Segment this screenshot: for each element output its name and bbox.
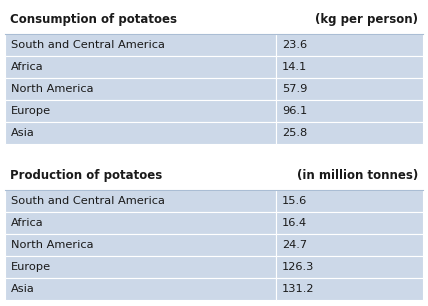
Text: 24.7: 24.7	[282, 240, 307, 250]
Text: 16.4: 16.4	[282, 218, 307, 228]
Text: 23.6: 23.6	[282, 40, 307, 50]
Bar	[5, 6, 423, 34]
Bar	[276, 212, 423, 234]
Text: 131.2: 131.2	[282, 284, 315, 294]
Bar	[5, 78, 276, 100]
Bar	[276, 56, 423, 78]
Text: Africa: Africa	[11, 62, 44, 72]
Text: Asia: Asia	[11, 128, 35, 138]
Text: Consumption of potatoes: Consumption of potatoes	[10, 13, 177, 27]
Bar	[5, 256, 276, 278]
Bar	[5, 190, 276, 212]
Bar	[276, 34, 423, 56]
Bar	[276, 78, 423, 100]
Text: Africa: Africa	[11, 218, 44, 228]
Text: (kg per person): (kg per person)	[315, 13, 418, 27]
Text: 14.1: 14.1	[282, 62, 307, 72]
Text: 126.3: 126.3	[282, 262, 315, 272]
Bar	[276, 100, 423, 122]
Bar	[5, 56, 276, 78]
Text: Asia: Asia	[11, 284, 35, 294]
Text: (in million tonnes): (in million tonnes)	[297, 170, 418, 182]
Text: North America: North America	[11, 240, 93, 250]
Text: South and Central America: South and Central America	[11, 196, 165, 206]
Bar	[5, 278, 276, 300]
Bar	[5, 122, 276, 144]
Bar	[5, 212, 276, 234]
Bar	[276, 122, 423, 144]
Bar	[276, 278, 423, 300]
Text: 57.9: 57.9	[282, 84, 307, 94]
Text: Europe: Europe	[11, 262, 51, 272]
Bar	[276, 234, 423, 256]
Text: South and Central America: South and Central America	[11, 40, 165, 50]
Text: North America: North America	[11, 84, 93, 94]
Text: Production of potatoes: Production of potatoes	[10, 170, 162, 182]
Text: 25.8: 25.8	[282, 128, 307, 138]
Text: Europe: Europe	[11, 106, 51, 116]
Bar	[276, 256, 423, 278]
Text: 96.1: 96.1	[282, 106, 307, 116]
Bar	[5, 234, 276, 256]
Bar	[5, 162, 423, 190]
Bar	[5, 100, 276, 122]
Bar	[276, 190, 423, 212]
Text: 15.6: 15.6	[282, 196, 307, 206]
Bar	[5, 34, 276, 56]
